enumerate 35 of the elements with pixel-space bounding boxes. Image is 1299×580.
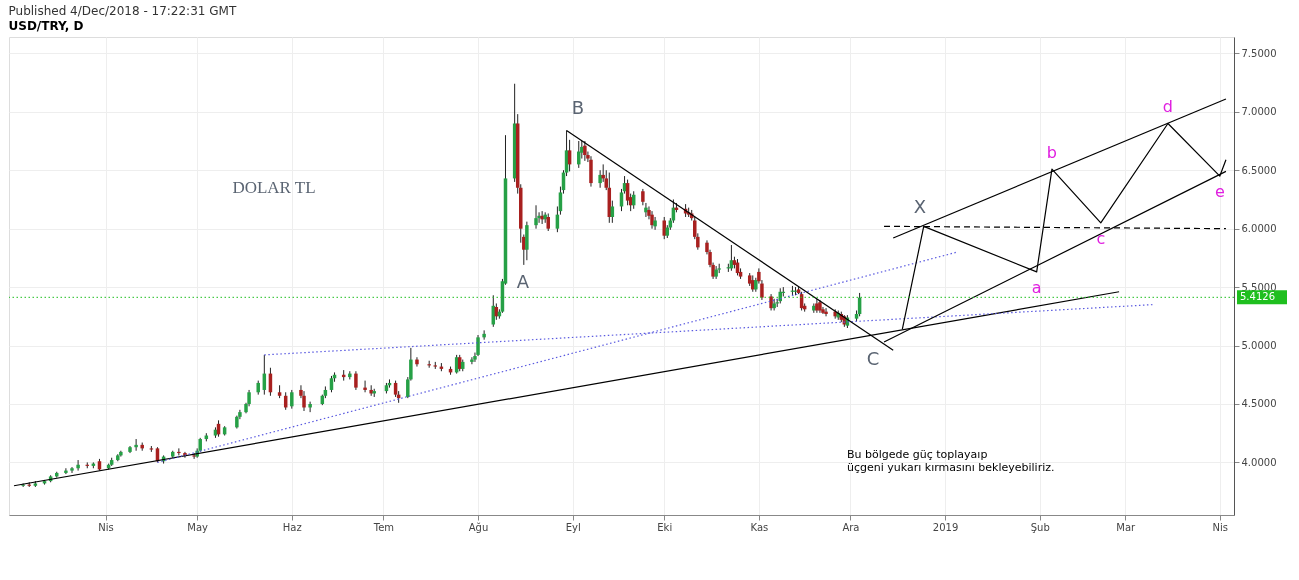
chart-subtitle: USD/TRY, D <box>8 19 84 33</box>
x-tick-label: Kas <box>750 521 769 533</box>
ref-line-label: 5.4126 <box>1240 291 1275 303</box>
data-label: a <box>1031 277 1042 297</box>
y-tick-label: 4.5000 <box>1241 398 1277 410</box>
x-tick-label: Ağu <box>468 521 489 533</box>
data-label: e <box>1214 182 1225 202</box>
annotation: B <box>571 97 585 118</box>
y-tick-label: 5.0000 <box>1241 340 1277 352</box>
annotation: A <box>516 271 530 292</box>
x-tick-label: May <box>187 521 209 533</box>
annotation: C <box>866 348 880 369</box>
data-label: c <box>1096 228 1106 248</box>
annotation: X <box>913 196 927 217</box>
x-tick-label: Tem <box>372 521 395 533</box>
x-tick-label: Şub <box>1030 521 1050 533</box>
annotation: DOLAR TL <box>232 178 316 197</box>
x-tick-label: Haz <box>282 521 302 533</box>
chart-title: Published 4/Dec/2018 - 17:22:31 GMT <box>8 4 237 18</box>
data-label: b <box>1046 143 1058 163</box>
y-tick-label: 6.5000 <box>1241 164 1277 176</box>
y-tick-label: 7.0000 <box>1241 106 1277 118</box>
x-tick-label: Ara <box>842 521 860 533</box>
annotation: Bu bölgede güç toplayaıp üçgeni yukarı kırmasını bekleyebiliriz. <box>847 448 1055 474</box>
x-tick-label: Eyl <box>565 521 581 533</box>
y-tick-label: 7.5000 <box>1241 47 1277 59</box>
x-tick-label: Nis <box>1212 521 1229 533</box>
y-tick-label: 6.0000 <box>1241 223 1277 235</box>
x-tick-label: 2019 <box>932 521 959 533</box>
x-tick-label: Eki <box>657 521 673 533</box>
data-label: d <box>1162 97 1174 117</box>
x-tick-label: Mar <box>1116 521 1137 533</box>
y-tick-label: 4.0000 <box>1241 456 1277 468</box>
y-tick-label: 5.5000 <box>1241 281 1277 293</box>
x-tick-label: Nis <box>98 521 114 533</box>
